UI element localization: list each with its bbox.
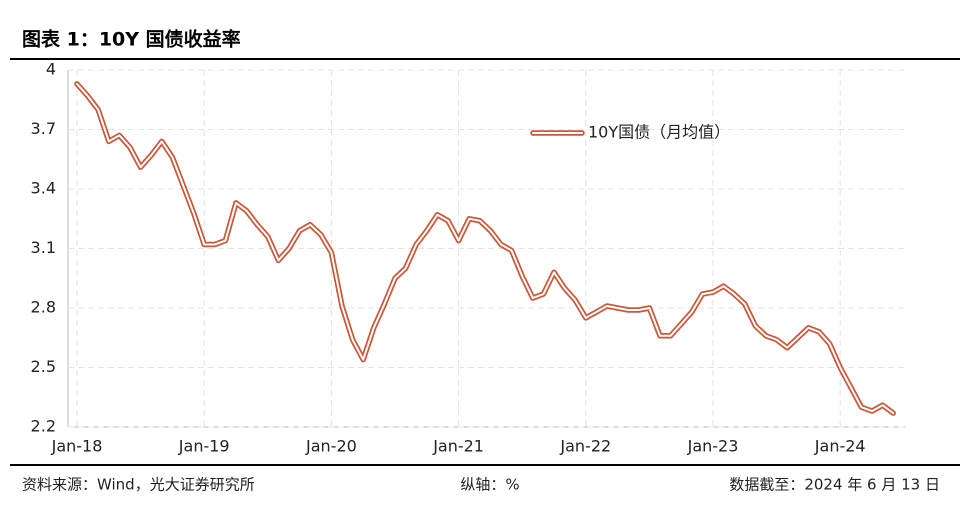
x-tick-label: Jan-19 [178, 437, 230, 456]
date-note: 数据截至：2024 年 6 月 13 日 [729, 476, 940, 494]
legend-label: 10Y国债（月均值） [588, 123, 730, 142]
source-note: 资料来源：Wind，光大证券研究所 [22, 476, 255, 494]
y-tick-label: 3.1 [31, 238, 56, 257]
y-tick-label: 2.2 [31, 417, 56, 436]
x-tick-label: Jan-20 [305, 437, 357, 456]
chart-title: 图表 1：10Y 国债收益率 [22, 28, 241, 51]
y-tick-label: 2.5 [31, 357, 56, 376]
y-tick-label: 2.8 [31, 298, 56, 317]
axis-note: 纵轴：% [460, 476, 519, 494]
series-line-inner [76, 82, 895, 415]
x-tick-label: Jan-21 [432, 437, 484, 456]
x-tick-label: Jan-24 [814, 437, 866, 456]
x-tick-label: Jan-23 [687, 437, 739, 456]
x-tick-label: Jan-22 [559, 437, 611, 456]
y-tick-label: 4 [46, 60, 56, 79]
x-tick-label: Jan-18 [51, 437, 103, 456]
y-tick-label: 3.7 [31, 119, 56, 138]
y-tick-label: 3.4 [31, 179, 56, 198]
